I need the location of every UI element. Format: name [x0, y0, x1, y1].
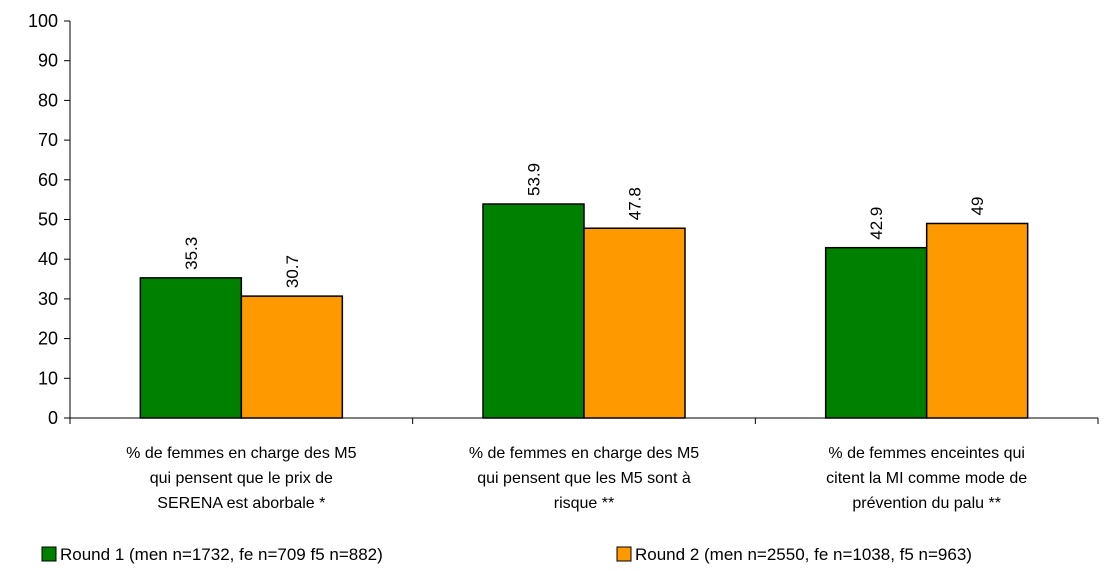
x-category-label: % de femmes en charge des M5 [469, 445, 699, 462]
y-tick-label: 10 [38, 368, 58, 388]
data-label: 35.3 [182, 237, 201, 270]
x-category-label: risque ** [554, 495, 614, 512]
legend-swatch [616, 546, 632, 562]
y-tick-label: 60 [38, 170, 58, 190]
y-tick-label: 70 [38, 130, 58, 150]
bar [583, 227, 686, 419]
bar [925, 222, 1029, 419]
y-tick-label: 20 [38, 329, 58, 349]
bar [240, 295, 344, 419]
data-label: 30.7 [283, 255, 302, 288]
data-label: 42.9 [867, 207, 886, 240]
x-category-label: % de femmes enceintes qui [828, 445, 1025, 462]
legend-swatch [41, 546, 57, 562]
data-label: 49 [968, 197, 987, 216]
y-tick-label: 90 [38, 51, 58, 71]
x-category-label: prévention du palu ** [852, 495, 1001, 512]
x-category-label: SERENA est aborbale * [157, 495, 325, 512]
y-tick-label: 80 [38, 90, 58, 110]
data-label: 53.9 [525, 163, 544, 196]
bar [139, 277, 243, 419]
x-category-label: qui pensent que les M5 sont à [477, 470, 691, 487]
bar [824, 246, 928, 419]
y-tick-label: 50 [38, 210, 58, 230]
bar [482, 203, 585, 419]
y-tick-label: 100 [28, 11, 58, 31]
y-tick-label: 30 [38, 289, 58, 309]
x-category-label: qui pensent que le prix de [150, 470, 333, 487]
legend-entry-label: Round 1 (men n=1732, fe n=709 f5 n=882) [60, 545, 383, 564]
chart-legend: Round 1 (men n=1732, fe n=709 f5 n=882) R… [41, 545, 972, 564]
x-category-label: citent la MI comme mode de [826, 470, 1027, 487]
x-category-label: % de femmes en charge des M5 [126, 445, 356, 462]
chart-bars [139, 203, 1029, 419]
data-label: 47.8 [626, 187, 645, 220]
y-tick-label: 40 [38, 249, 58, 269]
legend-entry-label: Round 2 (men n=2550, fe n=1038, f5 n=963… [635, 545, 972, 564]
chart-labels: 35.3 30.7 % de femmes en charge des M5 qui … [126, 163, 1027, 512]
y-tick-label: 0 [48, 408, 58, 428]
chart-axes: 0 10 20 30 40 50 60 70 80 90 100 [28, 11, 1099, 428]
